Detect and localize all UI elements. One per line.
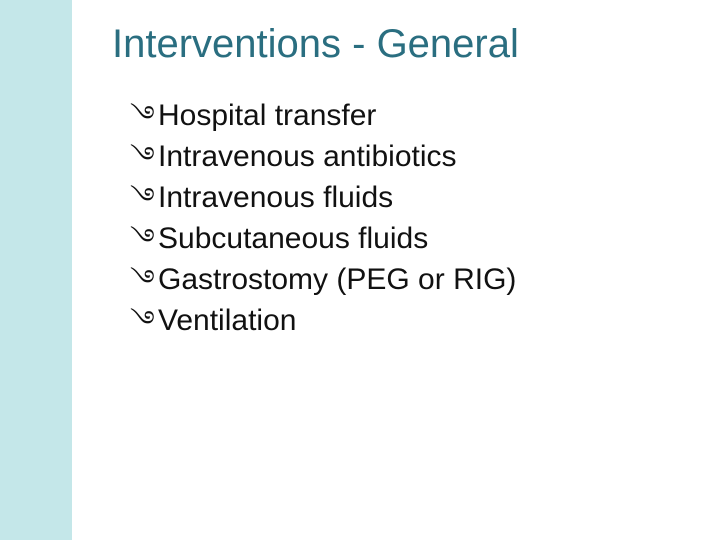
list-item: ࿓Subcutaneous fluids bbox=[130, 218, 516, 259]
list-item: ࿓Intravenous fluids bbox=[130, 177, 516, 218]
bullet-text: Gastrostomy (PEG or RIG) bbox=[158, 259, 516, 300]
slide-title: Interventions - General bbox=[112, 22, 519, 67]
slide: Interventions - General ࿓Hospital transf… bbox=[0, 0, 720, 540]
list-item: ࿓Intravenous antibiotics bbox=[130, 136, 516, 177]
bullet-glyph-icon: ࿓ bbox=[130, 95, 158, 136]
bullet-glyph-icon: ࿓ bbox=[130, 136, 158, 177]
bullet-glyph-icon: ࿓ bbox=[130, 177, 158, 218]
sidebar-accent bbox=[0, 0, 72, 540]
bullet-glyph-icon: ࿓ bbox=[130, 259, 158, 300]
list-item: ࿓Hospital transfer bbox=[130, 95, 516, 136]
list-item: ࿓Gastrostomy (PEG or RIG) bbox=[130, 259, 516, 300]
bullet-text: Hospital transfer bbox=[158, 95, 376, 136]
bullet-text: Subcutaneous fluids bbox=[158, 218, 428, 259]
bullet-list: ࿓Hospital transfer࿓Intravenous antibioti… bbox=[130, 95, 516, 341]
bullet-glyph-icon: ࿓ bbox=[130, 300, 158, 341]
bullet-text: Intravenous antibiotics bbox=[158, 136, 457, 177]
list-item: ࿓Ventilation bbox=[130, 300, 516, 341]
bullet-text: Ventilation bbox=[158, 300, 296, 341]
bullet-glyph-icon: ࿓ bbox=[130, 218, 158, 259]
bullet-text: Intravenous fluids bbox=[158, 177, 393, 218]
